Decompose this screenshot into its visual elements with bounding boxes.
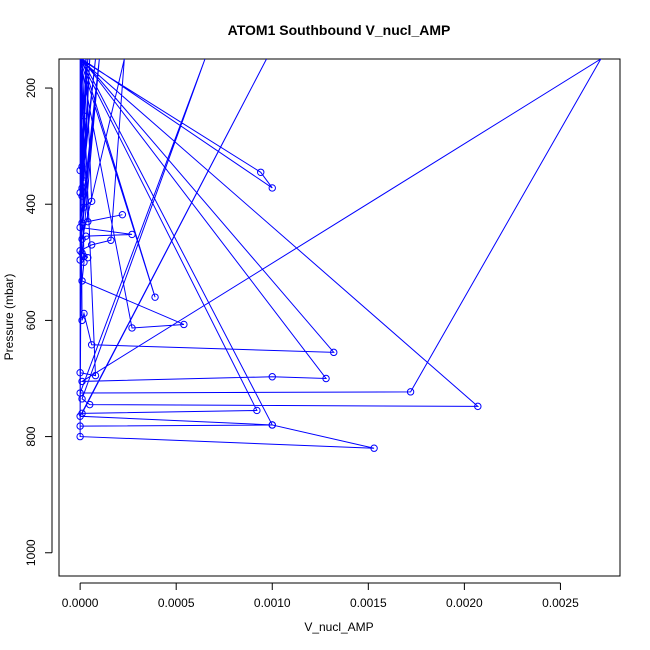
data-point — [151, 293, 159, 301]
y-tick-label: 400 — [24, 194, 38, 214]
data-point — [128, 230, 136, 239]
data-point — [87, 241, 96, 249]
data-point — [78, 219, 86, 227]
data-point — [76, 188, 84, 197]
x-tick-label: 0.0025 — [542, 596, 579, 610]
data-point — [78, 316, 86, 325]
y-axis: 200 400 600 800 1000 — [24, 78, 53, 566]
y-tick-label: 800 — [24, 426, 38, 446]
data-point — [78, 184, 86, 192]
data-point — [78, 249, 86, 257]
data-point — [370, 444, 378, 452]
data-point — [107, 236, 115, 244]
data-point — [80, 309, 88, 318]
data-point — [118, 210, 127, 219]
data-point — [86, 400, 94, 409]
y-axis-label: Pressure (mbar) — [2, 274, 16, 361]
x-tick-label: 0.0020 — [446, 596, 483, 610]
data-point — [84, 253, 92, 262]
chart-title: ATOM1 Southbound V_nucl_AMP — [228, 22, 451, 38]
series-line — [79, 59, 602, 449]
data-point — [76, 223, 84, 232]
data-point — [87, 197, 96, 206]
data-point — [180, 320, 188, 329]
data-point — [76, 247, 84, 255]
data-point — [78, 192, 86, 200]
data-point — [253, 406, 261, 415]
data-point — [78, 235, 86, 243]
y-tick-label: 600 — [24, 310, 38, 330]
data-point — [76, 412, 84, 420]
data-point — [330, 348, 338, 357]
data-point — [78, 395, 86, 403]
data-point — [78, 277, 86, 285]
data-point — [78, 377, 86, 386]
plot-frame — [58, 58, 621, 577]
data-point — [76, 422, 84, 430]
data-point — [91, 371, 100, 380]
data-point — [76, 166, 84, 175]
x-axis-label: V_nucl_AMP — [304, 620, 373, 634]
data-point — [268, 421, 276, 429]
data-point — [268, 184, 276, 192]
data-point — [474, 402, 482, 411]
x-tick-label: 0.0015 — [350, 596, 387, 610]
y-tick-label: 1000 — [24, 539, 38, 566]
data-point — [268, 373, 276, 381]
data-point — [128, 324, 136, 332]
data-point — [322, 374, 330, 383]
x-tick-label: 0.0000 — [62, 596, 99, 610]
data-point — [80, 203, 88, 211]
x-tick-label: 0.0005 — [158, 596, 195, 610]
data-point — [406, 388, 415, 396]
data-point — [80, 258, 88, 267]
data-point — [76, 432, 84, 441]
x-axis: 0.0000 0.0005 0.0010 0.0015 0.0020 0.0025 — [62, 582, 579, 610]
data-point — [80, 177, 88, 185]
data-point — [257, 168, 265, 176]
data-point — [87, 341, 96, 349]
data-point — [80, 112, 88, 120]
data-point — [76, 368, 84, 377]
y-tick-label: 200 — [24, 78, 38, 98]
data-point — [76, 256, 84, 264]
x-tick-label: 0.0010 — [254, 596, 291, 610]
data-point — [78, 162, 86, 171]
